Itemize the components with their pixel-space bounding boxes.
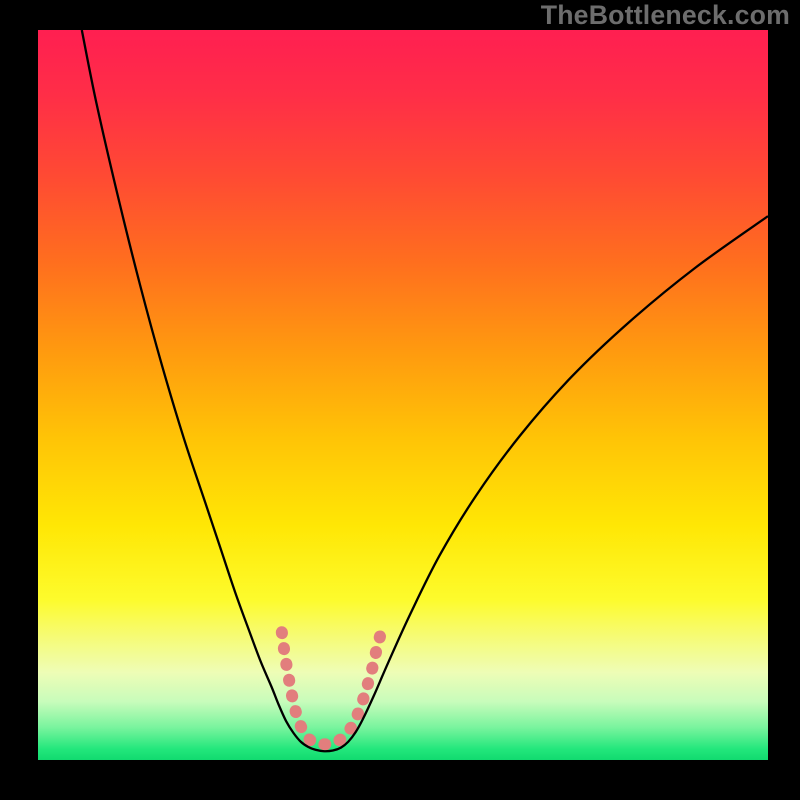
plot-area <box>38 30 768 760</box>
gradient-background <box>38 30 768 760</box>
chart-stage: TheBottleneck.com <box>0 0 800 800</box>
chart-svg <box>38 30 768 760</box>
watermark-text: TheBottleneck.com <box>541 0 790 31</box>
